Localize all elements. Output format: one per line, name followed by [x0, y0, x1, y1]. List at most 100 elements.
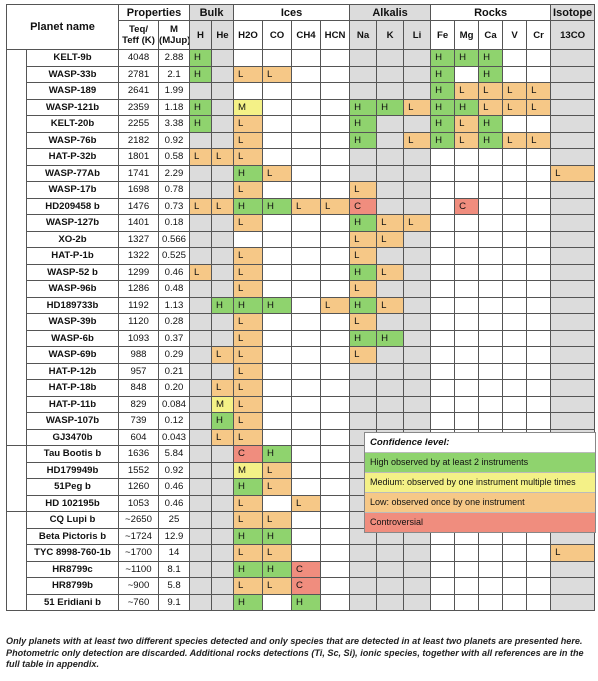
- detection-cell: [189, 412, 213, 430]
- legend-high: High observed by at least 2 instruments: [365, 452, 595, 472]
- detection-cell: [550, 115, 596, 133]
- planet-name-cell: WASP-127b: [26, 214, 119, 232]
- detection-cell: L: [189, 197, 213, 215]
- detection-cell: [403, 544, 432, 562]
- col-mg: Mg: [454, 20, 480, 50]
- detection-cell: [320, 49, 351, 67]
- detection-cell: [478, 197, 504, 215]
- detection-cell: H: [262, 527, 293, 545]
- detection-cell: H: [262, 296, 293, 314]
- detections-table-wrapper: Planet name Properties Bulk Ices Alkalis…: [6, 4, 596, 611]
- detection-cell: [550, 379, 596, 397]
- detection-cell: L: [262, 478, 293, 496]
- detection-cell: [291, 329, 322, 347]
- detection-cell: L: [189, 263, 213, 281]
- detection-cell: [349, 395, 378, 413]
- detection-cell: [291, 115, 322, 133]
- detection-cell: H: [478, 115, 504, 133]
- mass-cell: 25: [157, 511, 191, 529]
- detection-cell: C: [291, 577, 322, 595]
- detection-cell: [211, 577, 235, 595]
- mass-cell: 12.9: [157, 527, 191, 545]
- detection-cell: [502, 230, 528, 248]
- planet-name-cell: GJ3470b: [26, 428, 119, 446]
- detection-cell: H: [233, 527, 264, 545]
- detection-cell: [189, 527, 213, 545]
- detection-cell: [502, 263, 528, 281]
- detection-cell: [403, 49, 432, 67]
- detection-cell: [550, 197, 596, 215]
- detection-cell: [291, 346, 322, 364]
- detection-cell: H: [233, 296, 264, 314]
- detection-cell: [189, 544, 213, 562]
- detection-cell: L: [478, 82, 504, 100]
- detection-cell: [189, 247, 213, 265]
- detection-cell: [189, 214, 213, 232]
- detection-cell: [376, 65, 405, 83]
- detection-cell: [502, 412, 528, 430]
- detection-cell: [478, 313, 504, 331]
- detection-cell: [262, 494, 293, 512]
- detection-cell: [262, 148, 293, 166]
- detection-cell: [320, 181, 351, 199]
- detection-cell: H: [349, 329, 378, 347]
- detection-cell: [550, 346, 596, 364]
- detection-cell: [526, 329, 552, 347]
- properties-header: Properties: [117, 4, 191, 21]
- mass-cell: 0.37: [157, 329, 191, 347]
- mass-cell: 0.043: [157, 428, 191, 446]
- detection-cell: [291, 544, 322, 562]
- detection-cell: [403, 379, 432, 397]
- temperature-cell: 1476: [118, 197, 159, 215]
- detection-cell: [320, 395, 351, 413]
- detection-cell: L: [211, 197, 235, 215]
- col-he: He: [211, 20, 235, 50]
- col-cr: Cr: [526, 20, 552, 50]
- detection-cell: [189, 461, 213, 479]
- detection-cell: [291, 280, 322, 298]
- detection-cell: [320, 313, 351, 331]
- detection-cell: [454, 263, 480, 281]
- detection-cell: H: [349, 296, 378, 314]
- detection-cell: L: [349, 230, 378, 248]
- detection-cell: [262, 131, 293, 149]
- detection-cell: [189, 313, 213, 331]
- detection-cell: [320, 230, 351, 248]
- isotope-header: Isotope: [550, 4, 596, 21]
- detection-cell: [403, 412, 432, 430]
- detection-cell: H: [430, 98, 456, 116]
- planet-name-cell: HD179949b: [26, 461, 119, 479]
- detection-cell: [262, 346, 293, 364]
- detection-cell: H: [430, 49, 456, 67]
- table-row: XO-2b 1327 0.566 L L: [7, 230, 596, 248]
- detection-cell: [376, 346, 405, 364]
- detection-cell: [376, 544, 405, 562]
- detection-cell: L: [376, 263, 405, 281]
- planet-name-cell: HAT-P-18b: [26, 379, 119, 397]
- table-row: HD189733b 1192 1.13 H H H L H L: [7, 296, 596, 314]
- detection-cell: [454, 395, 480, 413]
- detection-cell: [211, 263, 235, 281]
- detection-cell: [454, 577, 480, 595]
- detection-cell: [189, 280, 213, 298]
- detection-cell: H: [262, 445, 293, 463]
- detection-cell: [291, 379, 322, 397]
- planet-name-cell: Beta Pictoris b: [26, 527, 119, 545]
- temperature-cell: 1801: [118, 148, 159, 166]
- table-row: WASP-39b 1120 0.28 L L: [7, 313, 596, 331]
- detection-cell: [430, 247, 456, 265]
- table-row: HAT-P-11b 829 0.084 M L: [7, 395, 596, 413]
- table-row: WASP-121b 2359 1.18 H M H H L H H L L L: [7, 98, 596, 116]
- mass-cell: 2.1: [157, 65, 191, 83]
- detection-cell: H: [430, 65, 456, 83]
- detection-cell: C: [349, 197, 378, 215]
- detection-cell: [502, 379, 528, 397]
- detection-cell: [502, 544, 528, 562]
- detection-cell: [454, 412, 480, 430]
- detection-cell: [189, 494, 213, 512]
- detection-cell: [262, 230, 293, 248]
- temperature-cell: 2255: [118, 115, 159, 133]
- detection-cell: H: [233, 164, 264, 182]
- detection-cell: H: [478, 49, 504, 67]
- detection-cell: [526, 49, 552, 67]
